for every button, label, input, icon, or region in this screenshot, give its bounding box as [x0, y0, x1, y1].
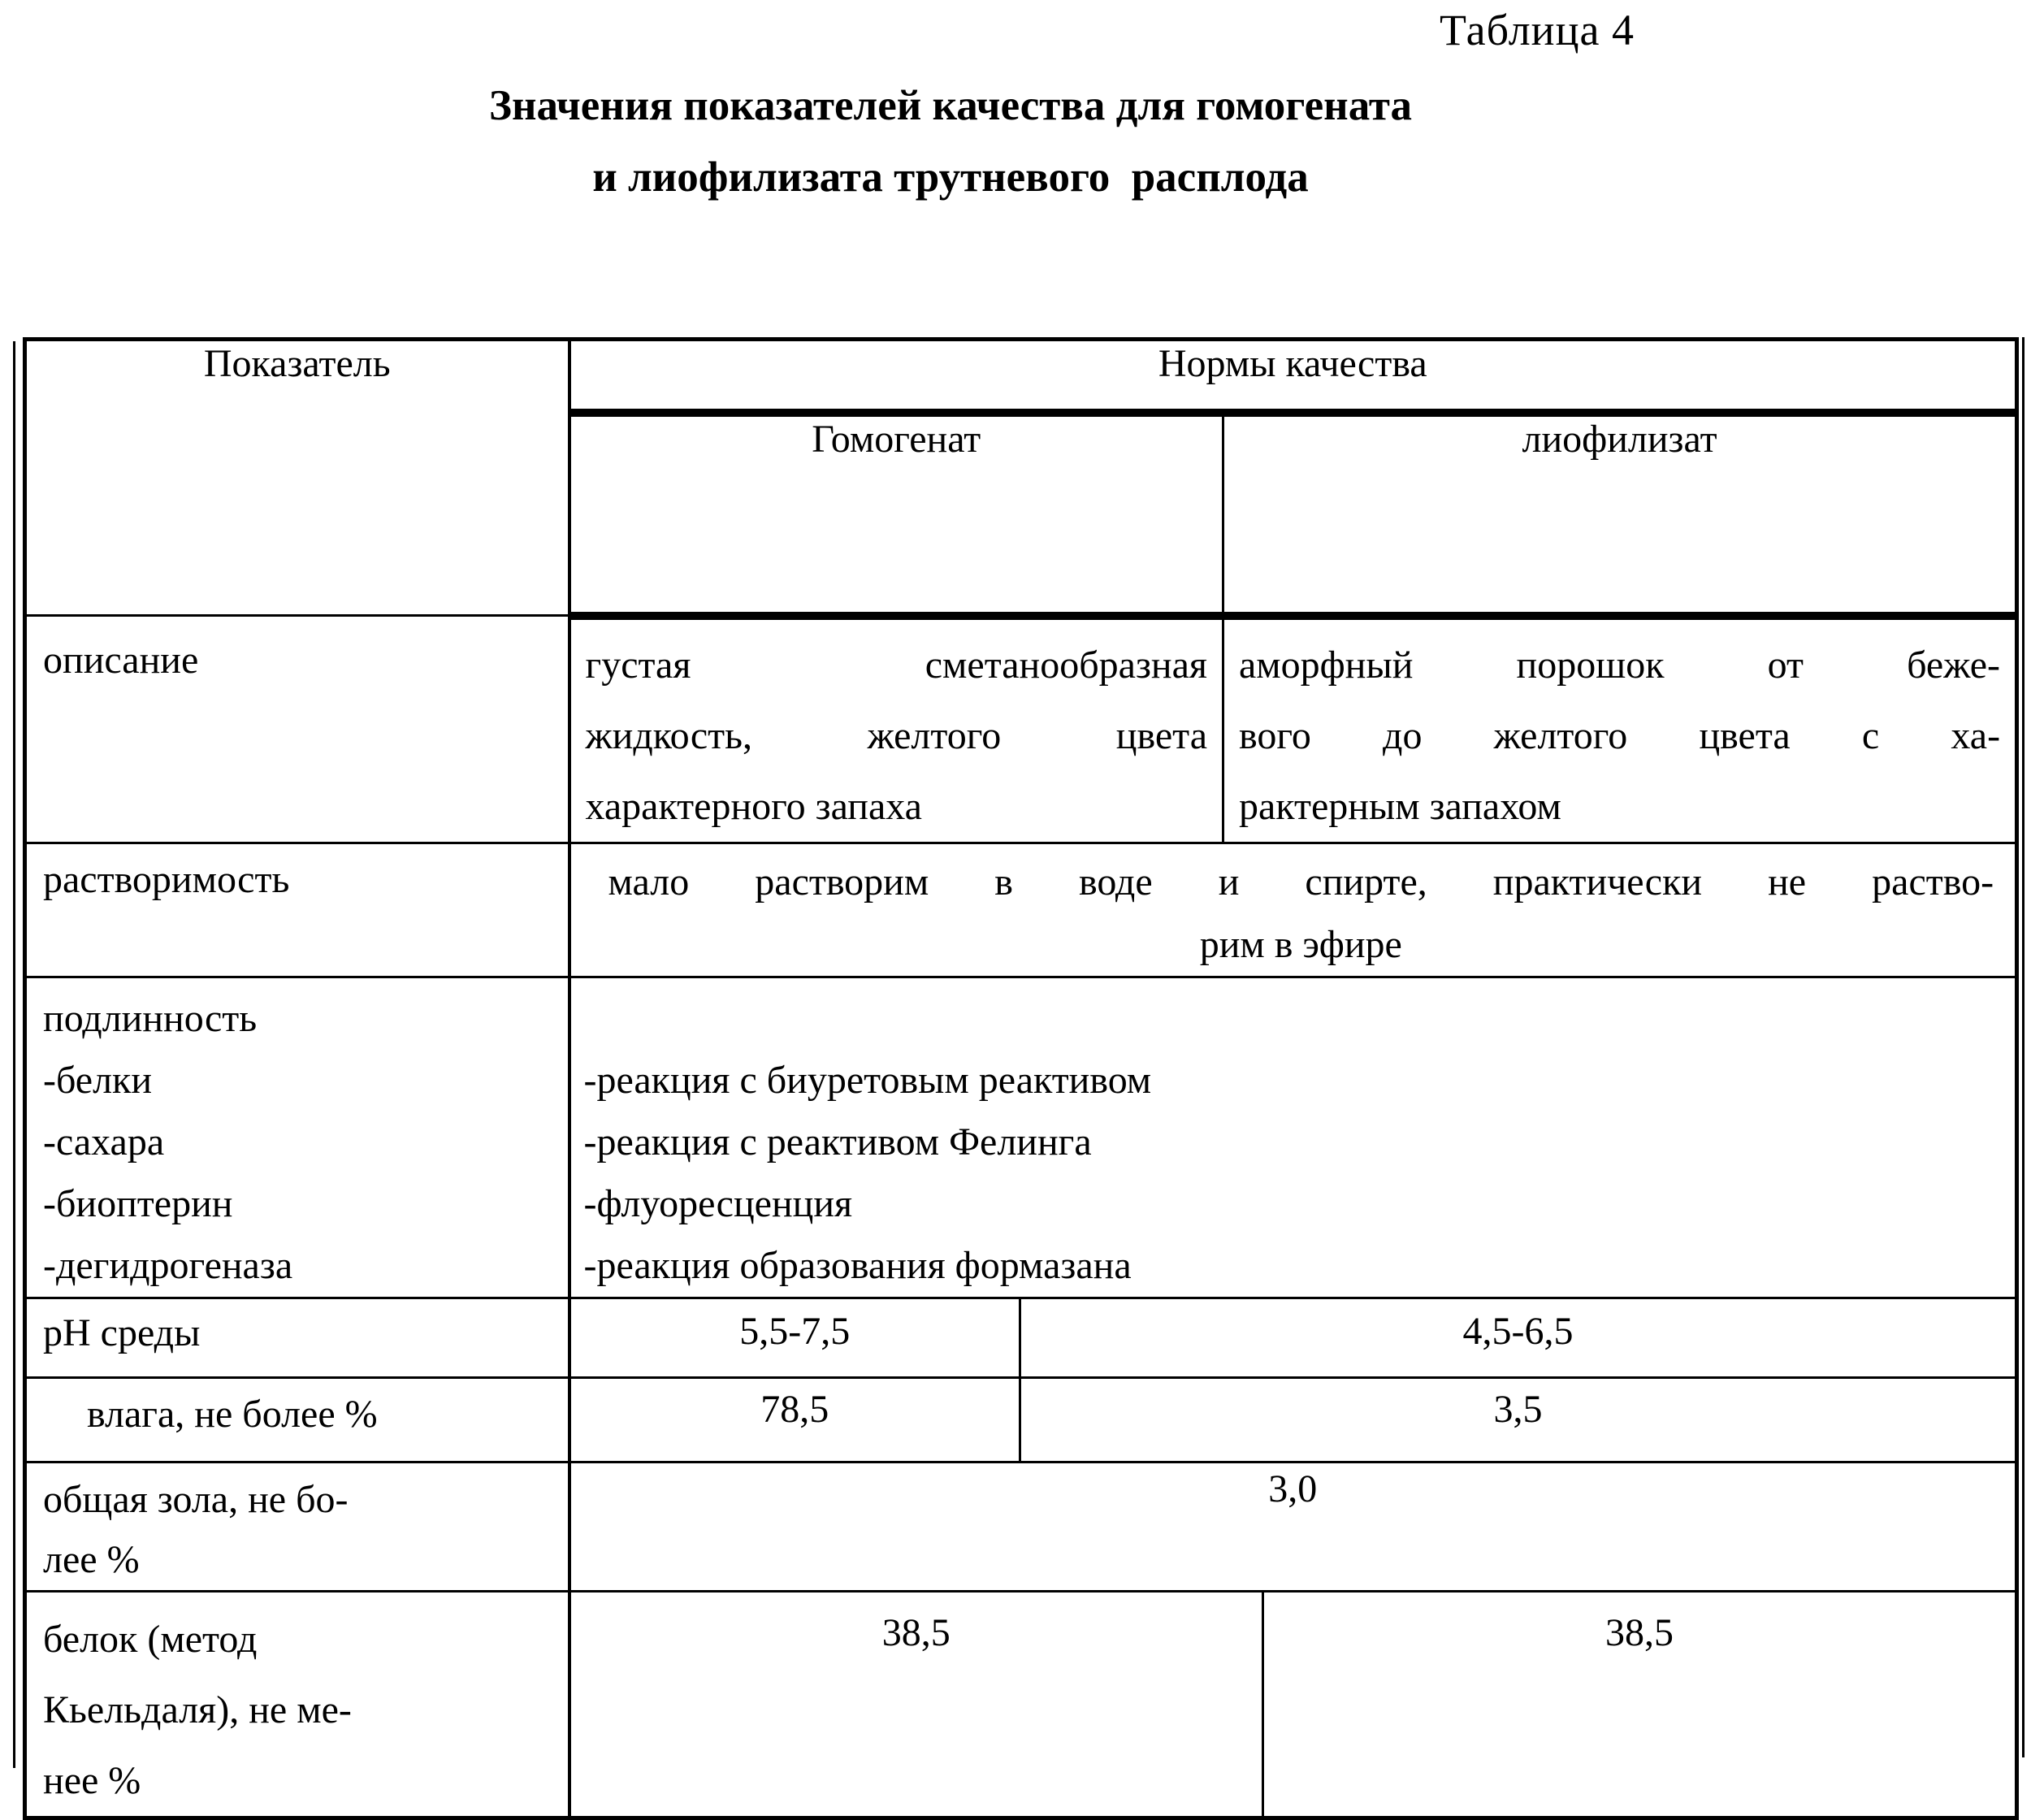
row-ph: рН среды 5,5-7,5 4,5-6,5 — [24, 1296, 2019, 1379]
header-indicator: Показатель — [24, 338, 571, 617]
text-line: лее % — [43, 1537, 140, 1581]
protein-label-cell: белок (метод Кьельдаля), не ме- нее % — [24, 1589, 571, 1819]
ash-label-cell: общая зола, не бо- лее % — [24, 1460, 571, 1592]
row-moisture: влага, не более % 78,5 3,5 — [24, 1376, 2019, 1463]
description-homogenate-cell: густая сметанообразная жидкость, желтого… — [568, 614, 1224, 844]
ph-label: рН среды — [24, 1296, 571, 1379]
scan-edge-line-right — [2022, 337, 2025, 1757]
authenticity-value-cell: -реакция с биуретовым реактивом -реакция… — [567, 975, 2019, 1299]
text-line: -реакция с биуретовым реактивом — [583, 1058, 1152, 1102]
ph-homogenate-value: 5,5-7,5 — [568, 1296, 1021, 1379]
text-line: Кьельдаля), не ме- — [43, 1688, 352, 1731]
header-norms: Нормы качества — [567, 338, 2019, 417]
text-line: вого до желтого цвета с ха- — [1239, 713, 2001, 757]
quality-table: Показатель Нормы качества Гомогенат лиоф… — [23, 337, 2020, 1820]
text-line: рим в эфире — [1199, 922, 1402, 966]
text-line: мало растворим в воде и спирте, практиче… — [608, 860, 1994, 904]
text-line: подлинность — [43, 996, 258, 1040]
ph-lyophilizate-value: 4,5-6,5 — [1018, 1296, 2019, 1379]
text-line: -биоптерин — [43, 1181, 233, 1225]
description-label: описание — [24, 614, 571, 844]
moisture-label: влага, не более % — [24, 1376, 571, 1463]
text-line: аморфный порошок от беже- — [1239, 643, 2001, 687]
text-line: характерного запаха — [585, 784, 922, 828]
text-line: рактерным запахом — [1239, 784, 1561, 828]
row-ash: общая зола, не бо- лее % 3,0 — [24, 1460, 2019, 1592]
text-line: -сахара — [43, 1120, 165, 1164]
text-line: -белки — [43, 1058, 153, 1102]
text-line: нее % — [43, 1758, 141, 1802]
row-authenticity: подлинность -белки -сахара -биоптерин -д… — [24, 975, 2019, 1299]
document-title: Значения показателей качества для гомоге… — [32, 81, 1869, 202]
text-line: -дегидрогеназа — [43, 1243, 293, 1287]
text-line: белок (метод — [43, 1617, 258, 1661]
table-caption: Таблица 4 — [1440, 6, 1635, 54]
description-lyophilizate-cell: аморфный порошок от беже- вого до желтог… — [1221, 614, 2019, 844]
header-row-1: Показатель Нормы качества — [24, 338, 2019, 617]
text-line: общая зола, не бо- — [43, 1477, 349, 1521]
scan-edge-line-left — [13, 341, 15, 1768]
header-lyophilizate: лиофилизат — [1221, 411, 2019, 620]
text-line: густая сметанообразная — [585, 643, 1208, 687]
ash-value: 3,0 — [567, 1460, 2019, 1592]
solubility-label: растворимость — [24, 841, 571, 978]
protein-lyophilizate-value: 38,5 — [1261, 1589, 2019, 1819]
row-solubility: растворимость мало растворим в воде и сп… — [24, 841, 2019, 978]
text-line: -флуоресценция — [583, 1181, 853, 1225]
protein-homogenate-value: 38,5 — [568, 1589, 1264, 1819]
solubility-value-cell: мало растворим в воде и спирте, практиче… — [567, 841, 2019, 978]
text-line: -реакция образования формазана — [583, 1243, 1132, 1287]
row-protein: белок (метод Кьельдаля), не ме- нее % 38… — [24, 1589, 2019, 1819]
document-page: Таблица 4 Значения показателей качества … — [13, 6, 2025, 1820]
title-line-2: и лиофилизата трутневого расплода — [592, 154, 1309, 201]
text-line: жидкость, желтого цвета — [585, 713, 1208, 757]
title-line-1: Значения показателей качества для гомоге… — [488, 82, 1413, 129]
header-homogenate: Гомогенат — [568, 411, 1224, 620]
moisture-lyophilizate-value: 3,5 — [1018, 1376, 2019, 1463]
text-line: -реакция с реактивом Фелинга — [583, 1120, 1092, 1164]
row-description: описание густая сметанообразная жидкость… — [24, 614, 2019, 844]
header-row-2: Гомогенат лиофилизат — [25, 411, 2019, 620]
moisture-homogenate-value: 78,5 — [568, 1376, 1021, 1463]
authenticity-label-cell: подлинность -белки -сахара -биоптерин -д… — [24, 975, 571, 1299]
